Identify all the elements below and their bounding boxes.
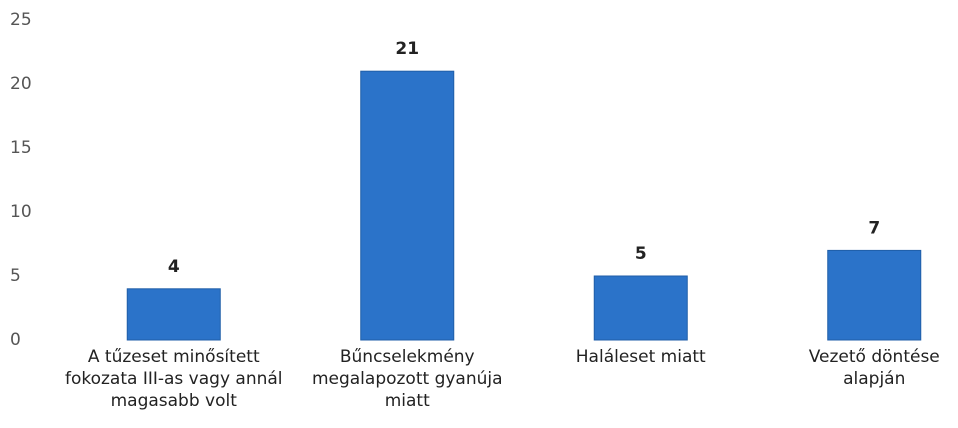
y-tick-label: 10	[10, 202, 32, 222]
data-label: 5	[635, 244, 647, 264]
x-tick-label: Haláleset miatt	[575, 347, 706, 367]
bar	[360, 70, 455, 341]
bar	[593, 275, 688, 341]
x-tick-label: Vezető döntése alapján	[808, 347, 940, 389]
x-tick-label: A tűzeset minősített fokozata III-as vag…	[64, 347, 283, 411]
bar	[827, 249, 922, 341]
y-tick-label: 15	[10, 138, 32, 158]
y-tick-label: 0	[10, 330, 21, 350]
bar	[126, 288, 221, 341]
y-tick-label: 25	[10, 10, 32, 30]
y-tick-label: 5	[10, 266, 21, 286]
y-tick-label: 20	[10, 74, 32, 94]
x-tick-label: Bűncselekmény megalapozott gyanúja miatt	[311, 347, 503, 411]
data-label: 7	[868, 218, 880, 238]
data-label: 21	[395, 39, 419, 59]
data-label: 4	[168, 257, 180, 277]
